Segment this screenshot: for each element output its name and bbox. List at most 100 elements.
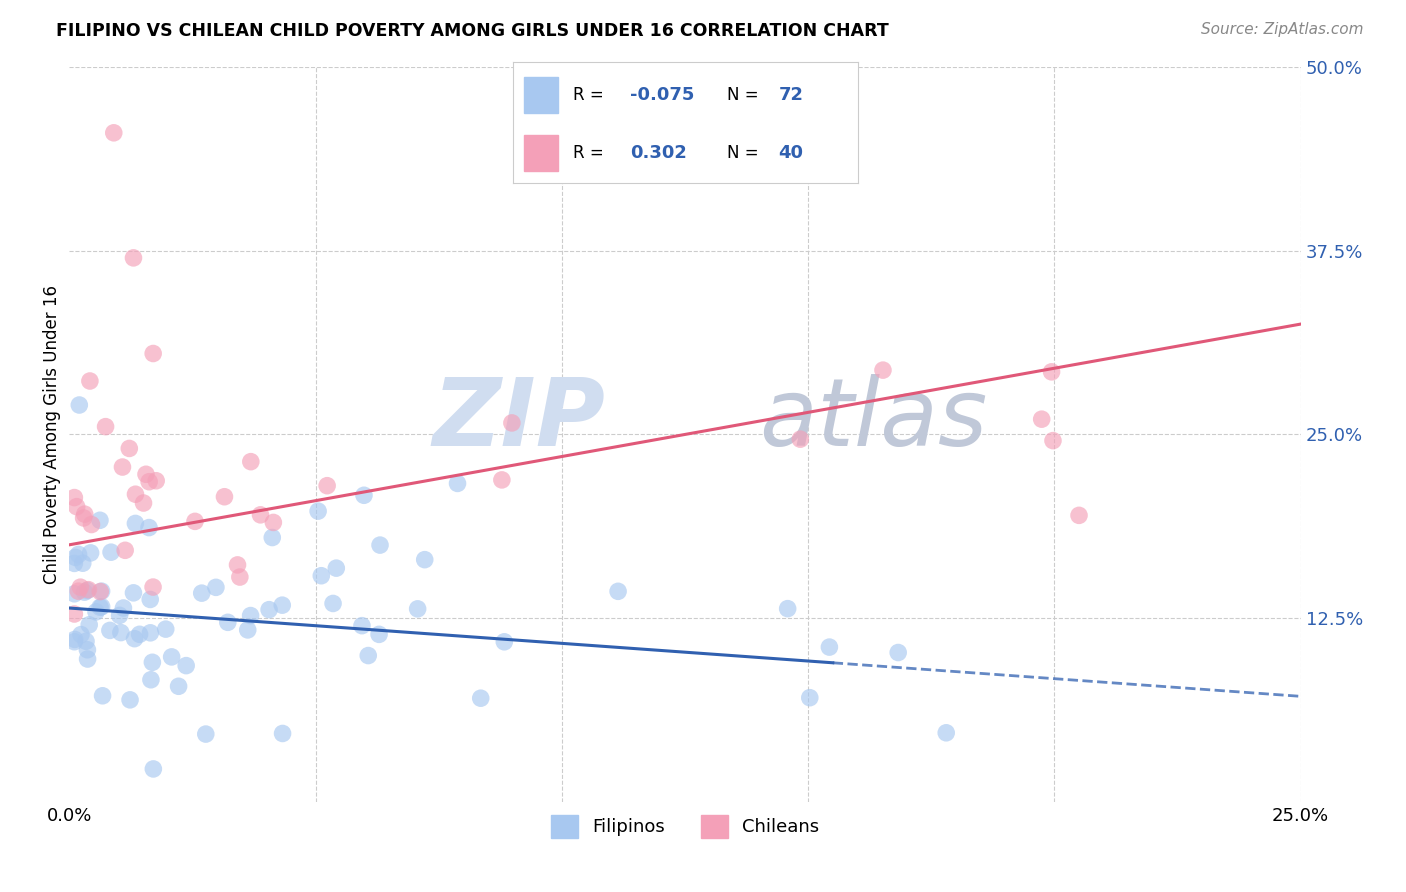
Point — [139, 673, 162, 687]
Point — [67, 548, 90, 562]
Bar — [523, 77, 558, 113]
Point — [353, 488, 375, 502]
Text: atlas: atlas — [759, 375, 987, 466]
Point — [67, 584, 90, 599]
Point — [413, 552, 436, 566]
Point — [607, 584, 630, 599]
Point — [66, 500, 89, 514]
Point — [63, 634, 86, 648]
Text: N =: N = — [727, 86, 758, 104]
Point — [142, 762, 165, 776]
Point — [167, 679, 190, 693]
Point — [128, 627, 150, 641]
Point — [110, 625, 132, 640]
Point — [77, 582, 100, 597]
Point — [368, 627, 391, 641]
Point — [108, 608, 131, 623]
Point — [112, 601, 135, 615]
Point — [257, 602, 280, 616]
Point — [72, 556, 94, 570]
Point — [205, 580, 228, 594]
Text: N =: N = — [727, 144, 758, 161]
Point — [79, 374, 101, 388]
Point — [73, 585, 96, 599]
Point — [818, 640, 841, 654]
Point — [214, 490, 236, 504]
Point — [124, 632, 146, 646]
Point — [84, 605, 107, 619]
Point — [72, 511, 94, 525]
Text: FILIPINO VS CHILEAN CHILD POVERTY AMONG GIRLS UNDER 16 CORRELATION CHART: FILIPINO VS CHILEAN CHILD POVERTY AMONG … — [56, 22, 889, 40]
Point — [271, 726, 294, 740]
Point — [122, 586, 145, 600]
Point — [65, 550, 87, 565]
Text: 0.302: 0.302 — [630, 144, 688, 161]
Point — [141, 655, 163, 669]
Point — [789, 432, 811, 446]
Point — [139, 592, 162, 607]
Point — [63, 632, 86, 647]
Point — [236, 623, 259, 637]
Point — [69, 580, 91, 594]
Point — [80, 517, 103, 532]
Point — [135, 467, 157, 482]
Point — [139, 625, 162, 640]
Point — [100, 545, 122, 559]
Point — [77, 617, 100, 632]
Point — [90, 584, 112, 599]
Point — [142, 580, 165, 594]
Point — [174, 658, 197, 673]
Point — [122, 251, 145, 265]
Point — [1042, 434, 1064, 448]
Text: R =: R = — [574, 144, 605, 161]
Text: 72: 72 — [779, 86, 803, 104]
Point — [262, 516, 284, 530]
Point — [239, 608, 262, 623]
Point — [501, 416, 523, 430]
Point — [155, 622, 177, 636]
Point — [63, 557, 86, 571]
Point — [350, 618, 373, 632]
Point — [470, 691, 492, 706]
Point — [111, 460, 134, 475]
Point — [63, 491, 86, 505]
Point — [368, 538, 391, 552]
Point — [75, 634, 97, 648]
Point — [229, 570, 252, 584]
Point — [76, 642, 98, 657]
Point — [1031, 412, 1053, 426]
Point — [79, 546, 101, 560]
Point — [322, 597, 344, 611]
Point — [316, 478, 339, 492]
Point — [70, 627, 93, 641]
Point — [103, 126, 125, 140]
Text: ZIP: ZIP — [432, 374, 605, 466]
Point — [118, 442, 141, 456]
Point — [89, 513, 111, 527]
Point — [89, 584, 111, 599]
Point — [91, 689, 114, 703]
Y-axis label: Child Poverty Among Girls Under 16: Child Poverty Among Girls Under 16 — [44, 285, 60, 584]
Point — [190, 586, 212, 600]
Point — [325, 561, 347, 575]
Point — [194, 727, 217, 741]
Point — [935, 726, 957, 740]
Text: Source: ZipAtlas.com: Source: ZipAtlas.com — [1201, 22, 1364, 37]
Point — [114, 543, 136, 558]
Point — [239, 455, 262, 469]
Point — [160, 649, 183, 664]
Point — [132, 496, 155, 510]
Legend: Filipinos, Chileans: Filipinos, Chileans — [543, 808, 827, 845]
Point — [63, 587, 86, 601]
Point — [138, 520, 160, 534]
Point — [226, 558, 249, 572]
Point — [73, 507, 96, 521]
Point — [76, 652, 98, 666]
Point — [776, 601, 799, 615]
Point — [491, 473, 513, 487]
Point — [90, 599, 112, 614]
Point — [872, 363, 894, 377]
Point — [249, 508, 271, 522]
Text: -0.075: -0.075 — [630, 86, 695, 104]
Point — [142, 346, 165, 360]
